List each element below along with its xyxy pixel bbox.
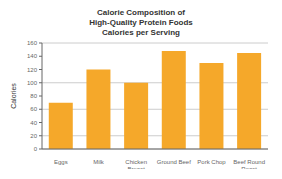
svg-text:60: 60	[30, 106, 37, 112]
svg-text:ChickenBreast: ChickenBreast	[125, 159, 147, 169]
svg-text:Milk: Milk	[93, 159, 105, 165]
svg-text:80: 80	[30, 93, 37, 99]
svg-text:20: 20	[30, 133, 37, 139]
svg-text:Calories: Calories	[10, 83, 17, 109]
svg-text:Beef RoundRoast: Beef RoundRoast	[233, 159, 265, 169]
svg-text:0: 0	[34, 146, 38, 152]
svg-text:160: 160	[27, 40, 38, 46]
svg-text:Ground Beef: Ground Beef	[157, 159, 191, 165]
svg-text:Pork Chop: Pork Chop	[197, 159, 226, 165]
svg-text:40: 40	[30, 120, 37, 126]
html-text:Calorie Composition of High-Qu: Calorie Composition of High-Quality Prot…	[89, 8, 193, 37]
svg-text:140: 140	[27, 53, 38, 59]
svg-text:Eggs: Eggs	[54, 159, 68, 165]
svg-text:100: 100	[27, 80, 38, 86]
svg-text:120: 120	[27, 67, 38, 73]
